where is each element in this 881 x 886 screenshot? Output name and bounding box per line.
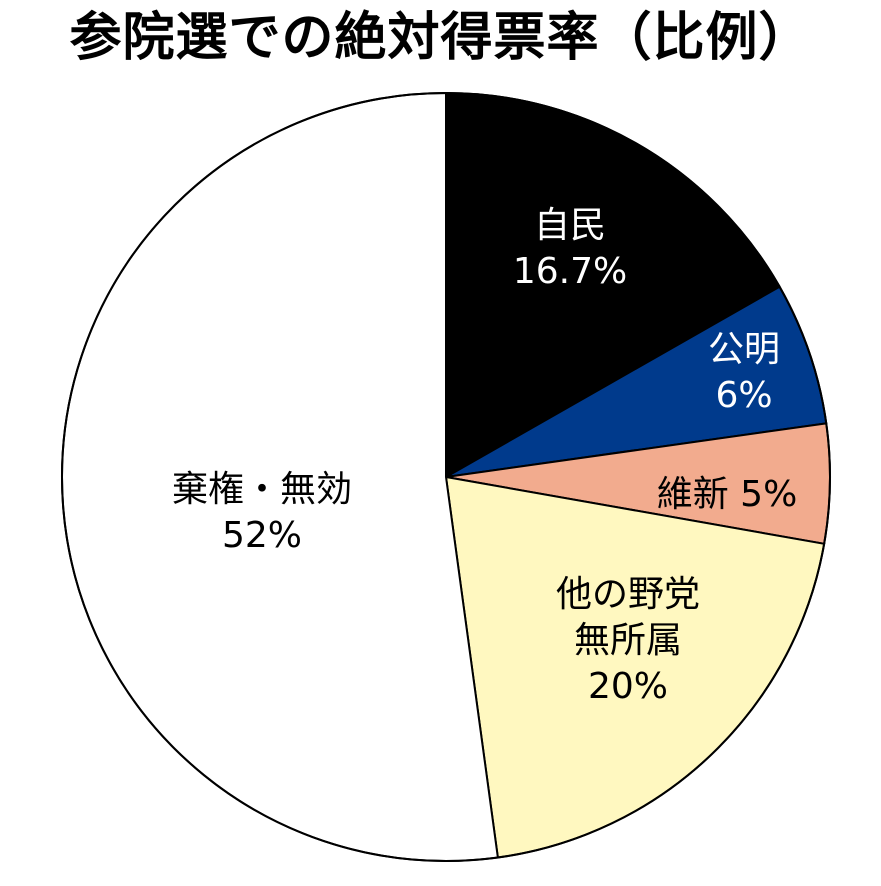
- slice-label-line: 52%: [222, 515, 302, 556]
- slice-label-line: 棄権・無効: [172, 469, 352, 510]
- chart-title: 参院選での絶対得票率（比例）: [69, 8, 812, 68]
- slice-label-line: 無所属: [574, 620, 682, 661]
- slice-label-line: 6%: [715, 375, 772, 416]
- slice-label-line: 自民: [534, 205, 606, 246]
- pie-outline: [61, 92, 831, 862]
- slice-label: 維新 5%: [657, 474, 798, 515]
- slice-label-line: 16.7%: [513, 251, 627, 292]
- slice-label-line: 維新 5%: [657, 474, 798, 515]
- slice-label-line: 20%: [588, 666, 668, 707]
- slice-label-line: 公明: [708, 329, 780, 370]
- slice-label: 棄権・無効 52%: [172, 469, 352, 556]
- slice-label: 公明 6%: [708, 329, 780, 416]
- slice-label-line: 他の野党: [556, 574, 700, 615]
- slice-label: 自民 16.7%: [513, 205, 627, 292]
- slice-label: 他の野党無所属 20%: [556, 574, 700, 707]
